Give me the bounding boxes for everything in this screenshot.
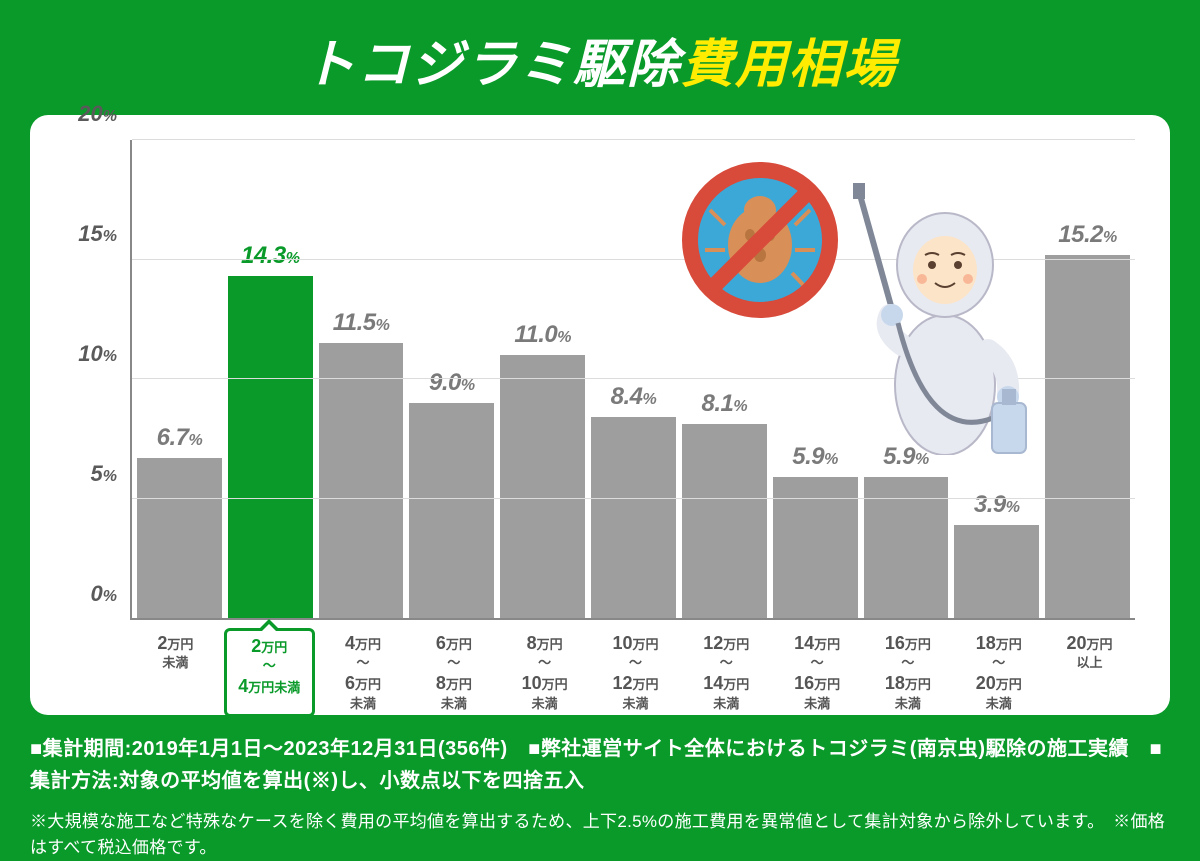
bars-container: 6.7% 14.3% 11.5% 9.0% 11.0% 8.4% 8.1% 5.9% 5.9% 3… [132,140,1135,618]
bar-wrap: 3.9% [954,140,1039,618]
bar-value-label: 3.9% [974,491,1020,519]
x-category-label: 4万円〜6万円未満 [321,628,406,717]
bar-value-label: 5.9% [792,443,838,471]
chart-container: 0%5%10%15%20% 6.7%14.3%11.5%9.0%11.0%8.4… [30,115,1170,715]
bar-value-label: 11.0% [514,321,571,349]
bar [500,355,585,618]
bar-value-label: 8.4% [611,383,657,411]
chart-area: 0%5%10%15%20% 6.7%14.3%11.5%9.0%11.0%8.4… [55,140,1135,620]
x-category-label: 2万円〜4万円未満 [224,628,315,717]
bar-value-label: 5.9% [883,443,929,471]
bar-wrap: 5.9% [773,140,858,618]
bar-wrap: 14.3% [228,140,313,618]
bar-wrap: 9.0% [409,140,494,618]
bar-value-label: 15.2% [1058,221,1116,249]
x-category-label: 16万円〜18万円未満 [866,628,951,717]
footer: ■集計期間:2019年1月1日〜2023年12月31日(356件) ■弊社運営サ… [30,733,1170,860]
bar [319,343,404,618]
grid-line [132,259,1135,260]
bar [228,276,313,618]
bar-wrap: 8.4% [591,140,676,618]
y-tick: 0% [91,581,117,607]
bar-value-label: 6.7% [157,424,203,452]
y-axis: 0%5%10%15%20% [55,140,125,620]
bar-wrap: 5.9% [864,140,949,618]
bar [954,525,1039,618]
bar [137,458,222,618]
x-axis-labels: 2万円未満2万円〜4万円未満4万円〜6万円未満6万円〜8万円未満8万円〜10万円… [130,628,1135,717]
title-part1: トコジラミ駆除 [303,36,681,94]
plot-area: 6.7% 14.3% 11.5% 9.0% 11.0% 8.4% 8.1% 5.9% 5.9% 3… [130,140,1135,620]
page-title: トコジラミ駆除費用相場 [0,0,1200,115]
bar-value-label: 8.1% [701,390,747,418]
x-category-label: 14万円〜16万円未満 [775,628,860,717]
y-tick: 20% [78,101,117,127]
x-category-label: 8万円〜10万円未満 [502,628,587,717]
grid-line [132,498,1135,499]
x-category-label: 6万円〜8万円未満 [411,628,496,717]
bar-wrap: 6.7% [137,140,222,618]
bar-wrap: 11.0% [500,140,585,618]
bar-value-label: 11.5% [333,309,390,337]
bar-wrap: 11.5% [319,140,404,618]
bar [591,417,676,618]
y-tick: 10% [78,341,117,367]
x-category-label: 10万円〜12万円未満 [593,628,678,717]
bar-wrap: 8.1% [682,140,767,618]
footer-note-text: ※大規模な施工など特殊なケースを除く費用の平均値を算出するため、上下2.5%の施… [30,809,1170,860]
bar [409,403,494,618]
grid-line [132,139,1135,140]
x-category-label: 12万円〜14万円未満 [684,628,769,717]
x-category-label: 18万円〜20万円未満 [956,628,1041,717]
bar-wrap: 15.2% [1045,140,1130,618]
y-tick: 5% [91,461,117,487]
title-part2: 費用相場 [681,36,897,94]
footer-main-text: ■集計期間:2019年1月1日〜2023年12月31日(356件) ■弊社運営サ… [30,733,1170,797]
x-category-label: 2万円未満 [133,628,218,717]
x-category-label: 20万円以上 [1047,628,1132,717]
bar-value-label: 14.3% [241,242,299,270]
bar [1045,255,1130,618]
bar [682,424,767,618]
grid-line [132,378,1135,379]
bar-value-label: 9.0% [429,369,475,397]
y-tick: 15% [78,221,117,247]
